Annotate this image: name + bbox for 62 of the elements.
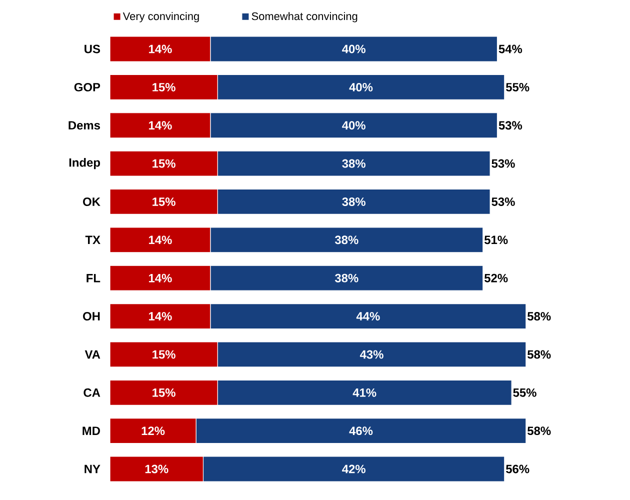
total-label: 58% bbox=[528, 426, 551, 436]
data-label: 38% bbox=[334, 236, 358, 244]
y-tick-label: VA bbox=[84, 350, 100, 359]
total-label: 56% bbox=[506, 464, 530, 474]
bar bbox=[110, 265, 211, 291]
y-tick-label: GOP bbox=[74, 82, 100, 92]
data-label: 42% bbox=[342, 464, 366, 474]
data-label: 43% bbox=[360, 350, 384, 359]
data-label: 14% bbox=[148, 44, 172, 54]
total-label: 51% bbox=[484, 236, 508, 244]
y-tick-label: Indep bbox=[69, 158, 100, 170]
bar bbox=[110, 150, 218, 176]
data-label: 15% bbox=[152, 198, 176, 206]
total-label: 55% bbox=[506, 82, 530, 92]
total-label: 54% bbox=[498, 44, 522, 54]
bar bbox=[110, 456, 204, 482]
y-tick-label: US bbox=[84, 44, 100, 54]
total-label: 55% bbox=[513, 388, 536, 397]
y-tick-label: NY bbox=[84, 464, 100, 474]
data-label: 15% bbox=[152, 82, 176, 92]
bar bbox=[110, 188, 218, 215]
data-label: 14% bbox=[148, 121, 172, 130]
y-tick-label: OK bbox=[83, 198, 100, 206]
y-tick-label: FL bbox=[86, 274, 100, 282]
data-label: 14% bbox=[148, 236, 172, 244]
data-label: 40% bbox=[349, 82, 373, 92]
y-tick-label: Dems bbox=[68, 121, 100, 130]
legend-label: Very convincing bbox=[122, 12, 199, 22]
bar bbox=[110, 74, 218, 100]
data-label: 38% bbox=[342, 159, 366, 168]
bar bbox=[110, 380, 218, 406]
legend-label: Somewhat convincing bbox=[252, 12, 358, 22]
data-label: 44% bbox=[356, 312, 380, 320]
bar bbox=[110, 342, 218, 368]
y-tick-label: OH bbox=[83, 312, 100, 321]
total-label: 58% bbox=[528, 350, 551, 359]
total-label: 58% bbox=[528, 312, 551, 320]
y-tick-label: TX bbox=[85, 236, 100, 244]
bar bbox=[110, 303, 211, 330]
y-tick-label: MD bbox=[82, 426, 100, 435]
data-label: 41% bbox=[352, 388, 376, 397]
data-label: 46% bbox=[349, 426, 373, 436]
bar bbox=[110, 227, 211, 253]
data-label: 15% bbox=[152, 388, 176, 397]
data-label: 15% bbox=[152, 350, 176, 359]
data-label: 13% bbox=[145, 464, 168, 474]
total-label: 53% bbox=[492, 159, 515, 168]
y-tick-label: CA bbox=[84, 388, 100, 397]
bar bbox=[110, 36, 211, 62]
data-label: 38% bbox=[334, 274, 358, 282]
total-label: 52% bbox=[484, 274, 508, 282]
data-label: 14% bbox=[148, 312, 172, 320]
data-label: 40% bbox=[342, 44, 366, 54]
data-label: 40% bbox=[342, 121, 366, 130]
data-label: 38% bbox=[342, 197, 366, 206]
data-label: 14% bbox=[148, 274, 172, 282]
total-label: 53% bbox=[498, 121, 522, 130]
data-label: 15% bbox=[152, 159, 176, 168]
bar bbox=[110, 418, 196, 444]
total-label: 53% bbox=[492, 197, 515, 206]
data-label: 12% bbox=[142, 426, 165, 436]
bar bbox=[110, 112, 211, 138]
